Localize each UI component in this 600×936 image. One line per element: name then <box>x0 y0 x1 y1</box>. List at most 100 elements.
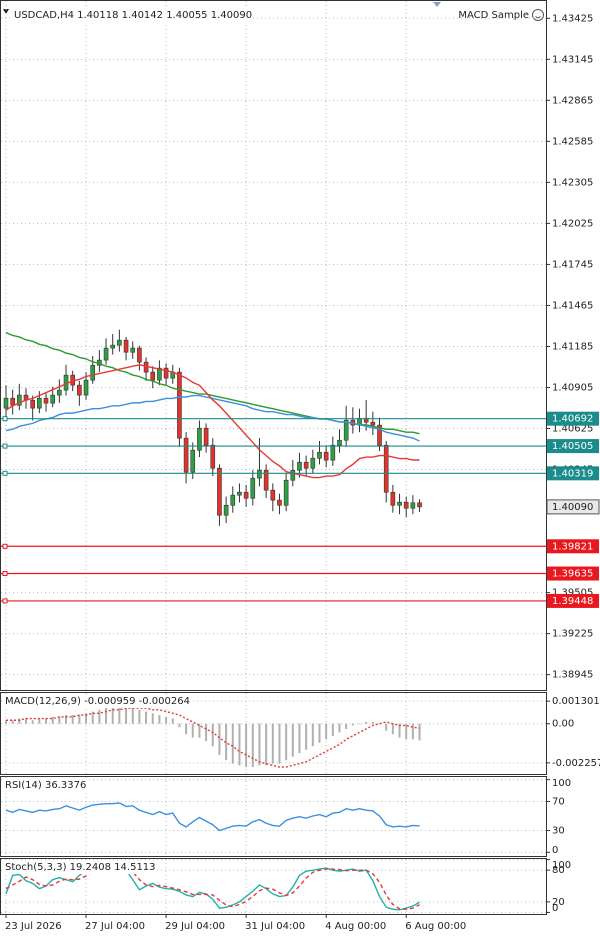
y-tick-label: 1.43145 <box>552 54 593 65</box>
panel-title-bg <box>13 9 254 22</box>
histogram-bar <box>218 723 221 755</box>
panel-frame <box>0 0 547 691</box>
candle-body <box>203 427 209 446</box>
level-marker <box>2 598 8 604</box>
histogram-bar <box>318 723 321 743</box>
x-tick-label: 31 Jul 04:00 <box>245 921 305 932</box>
level-label: 1.39635 <box>552 569 593 580</box>
level-marker <box>2 543 8 549</box>
histogram-bar <box>371 721 374 724</box>
histogram-bar <box>158 715 161 724</box>
histogram-bar <box>51 716 54 724</box>
histogram-bar <box>98 709 101 724</box>
candle-body <box>117 339 122 346</box>
y-tick-label: 1.38945 <box>552 670 593 681</box>
candle-body <box>30 399 35 409</box>
current-price-label: 1.40090 <box>552 502 593 513</box>
histogram-bar <box>405 723 408 740</box>
histogram-bar <box>91 711 94 724</box>
histogram-bar <box>38 718 41 724</box>
x-tick-label: 6 Aug 00:00 <box>405 921 466 932</box>
level-label: 1.40319 <box>552 468 593 479</box>
y-tick-label: 1.39505 <box>552 588 593 599</box>
candle-body <box>317 451 322 459</box>
candle-body <box>217 467 222 516</box>
candle-body <box>410 502 416 509</box>
indicator-line <box>5 802 420 832</box>
panel-content <box>5 706 421 768</box>
histogram-bar <box>285 723 288 761</box>
histogram-bar <box>331 723 334 736</box>
y-tick-label: 1.42865 <box>552 95 593 106</box>
candle-body <box>50 394 55 404</box>
histogram-bar <box>411 723 414 740</box>
histogram-bar <box>265 723 268 766</box>
panel-title: Stoch(5,3,3) 19.2408 14.5113 <box>5 862 156 873</box>
candle-body <box>323 451 329 461</box>
candle-body <box>230 494 236 506</box>
y-tick-label: 1.43425 <box>552 13 593 24</box>
histogram-bar <box>65 715 68 724</box>
histogram-bar <box>185 723 188 735</box>
candle-body <box>157 367 162 381</box>
histogram-bar <box>365 721 368 724</box>
level-label-box <box>547 539 599 554</box>
candle-body <box>330 444 336 461</box>
histogram-bar <box>45 718 48 724</box>
level-label: 1.39821 <box>552 541 593 552</box>
histogram-bar <box>398 723 401 738</box>
symbol-menu-arrow[interactable] <box>3 9 9 14</box>
x-tick-label: 29 Jul 04:00 <box>165 921 225 932</box>
panel-title-bg <box>4 861 157 874</box>
histogram-bar <box>25 718 28 724</box>
histogram-bar <box>105 708 108 724</box>
histogram-bar <box>191 723 194 738</box>
panel-content <box>5 863 420 911</box>
histogram-bar <box>251 723 254 768</box>
candle-body <box>403 501 409 509</box>
histogram-bar <box>391 723 394 735</box>
candle-body <box>377 424 382 446</box>
histogram-bar <box>345 723 348 729</box>
candle-body <box>390 491 396 506</box>
candle-body <box>190 449 196 473</box>
histogram-bar <box>258 723 261 766</box>
level-marker <box>2 470 8 476</box>
y-tick-label: 0 <box>552 903 558 914</box>
y-tick-label: 0.00 <box>552 719 574 730</box>
histogram-bar <box>125 708 128 724</box>
histogram-bar <box>305 723 308 750</box>
candle-body <box>43 397 49 404</box>
candle-body <box>417 502 422 508</box>
y-tick-label: 0.001301 <box>552 696 600 707</box>
candle-body <box>250 477 256 499</box>
candle-body <box>110 344 116 349</box>
histogram-bar <box>385 723 388 731</box>
y-tick-label: -0.002257 <box>552 758 600 769</box>
candle-body <box>123 339 129 353</box>
panel-title: MACD(12,26,9) -0.000959 -0.000264 <box>5 696 190 707</box>
candle-body <box>10 397 15 406</box>
histogram-bar <box>111 706 114 724</box>
histogram-bar <box>351 723 354 726</box>
histogram-bar <box>31 720 34 724</box>
histogram-bar <box>211 723 214 747</box>
candle-body <box>83 379 89 396</box>
panel-title: RSI(14) 36.3376 <box>5 780 86 791</box>
expert-name: MACD Sample <box>458 10 529 21</box>
candle-body <box>163 367 169 379</box>
candle-body <box>183 437 189 473</box>
level-label: 1.40692 <box>552 414 593 425</box>
histogram-bar <box>298 723 301 754</box>
y-tick-label: 20 <box>552 897 565 908</box>
candle-body <box>337 439 342 446</box>
histogram-bar <box>238 723 241 766</box>
level-label-box <box>547 466 599 481</box>
level-label-box <box>547 439 599 454</box>
candle-body <box>90 364 96 381</box>
candle-body <box>3 397 9 409</box>
candle-body <box>370 421 376 426</box>
moving-average-line <box>5 364 420 479</box>
candle-body <box>17 394 22 406</box>
